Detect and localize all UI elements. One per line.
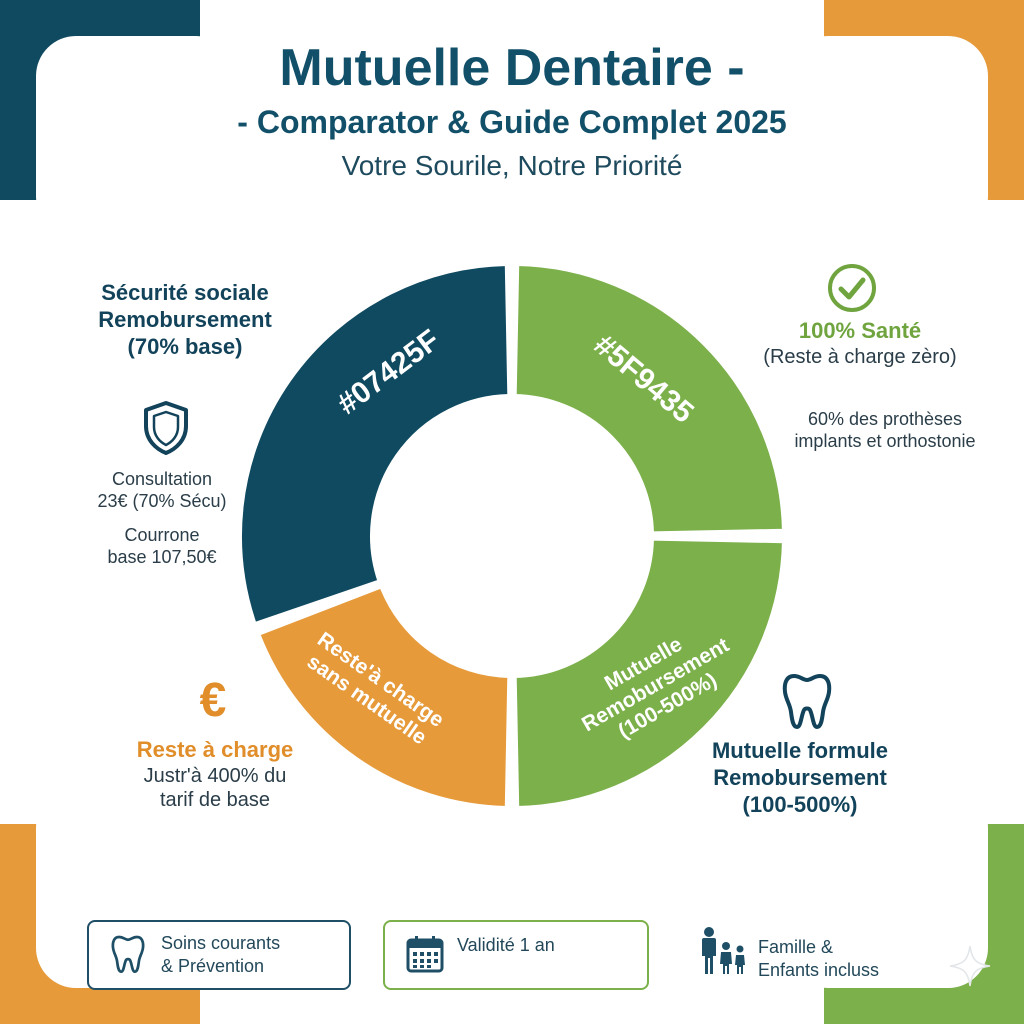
famille-line-1: Famille & (758, 937, 834, 957)
couronne-annotation: Courrone base 107,50€ (72, 525, 252, 569)
tooth-icon (782, 674, 832, 729)
reste-annotation: Reste à charge Justr'à 400% du tarif de … (90, 737, 340, 813)
page-title-line-2: - Comparator & Guide Complet 2025 (237, 104, 787, 140)
consultation-line-1: Consultation (111, 469, 213, 489)
soins-line-2: & Prévention (161, 955, 265, 976)
sante-title: 100% Santé (798, 318, 922, 343)
soins-label: Soins courants & Prévention (161, 932, 280, 977)
reste-title: Reste à charge (136, 737, 294, 762)
corner-decoration-bottom-right (824, 824, 1024, 1024)
couronne-line-2: base 107,50€ (107, 546, 217, 567)
formule-line-2: Remobursement (713, 764, 887, 790)
consultation-line-2: 23€ (70% Sécu) (97, 490, 227, 511)
formule-annotation: Mutuelle formule Remobursement (100-500%… (690, 738, 910, 818)
page-subtitle: Votre Sourile, Notre Priorité (341, 150, 683, 181)
secu-line-1: Sécurité sociale (101, 280, 269, 305)
consultation-annotation: Consultation 23€ (70% Sécu) (72, 469, 252, 513)
sparkle-icon (949, 945, 991, 987)
page-title: Mutuelle Dentaire - (279, 39, 745, 97)
soins-line-1: Soins courants (161, 933, 281, 953)
tooth-icon (111, 935, 145, 974)
protheses-line-2: implants et orthostonie (794, 430, 976, 451)
secu-line-2: Remobursement (98, 306, 272, 332)
reste-line-2: tarif de base (159, 789, 271, 812)
reste-line-1: Justr'à 400% du (143, 764, 287, 787)
protheses-line-1: 60% des prothèses (807, 409, 963, 429)
secu-annotation: Sécurité sociale Remobursement (70% base… (70, 280, 300, 360)
famille-line-2: Enfants incluss (758, 959, 880, 980)
famille-label: Famille & Enfants incluss (758, 936, 879, 981)
secu-line-3: (70% base) (127, 333, 243, 359)
check-circle-icon (828, 264, 876, 312)
donut-slice-1 (512, 262, 786, 536)
soins-box: Soins courants & Prévention (87, 920, 351, 990)
donut-slice-3 (255, 583, 512, 810)
validite-label: Validité 1 an (457, 935, 555, 955)
euro-icon: € (199, 674, 227, 727)
calendar-icon (406, 936, 444, 973)
corner-decoration-top-right (824, 0, 1024, 200)
sante-annotation: 100% Santé (Reste à charge zèro) (730, 318, 990, 369)
sante-line-1: (Reste à charge zèro) (763, 345, 957, 368)
protheses-annotation: 60% des prothèses implants et orthostoni… (770, 409, 1000, 453)
shield-icon (144, 401, 188, 455)
donut-slice-2 (512, 536, 786, 810)
family-icon (702, 927, 745, 974)
corner-decoration-top-left (0, 0, 200, 200)
validite-box: Validité 1 an (383, 920, 649, 990)
formule-line-1: Mutuelle formule (711, 738, 888, 763)
formule-line-3: (100-500%) (742, 791, 858, 817)
donut-slice-0 (238, 262, 512, 627)
couronne-line-1: Courrone (124, 525, 200, 545)
